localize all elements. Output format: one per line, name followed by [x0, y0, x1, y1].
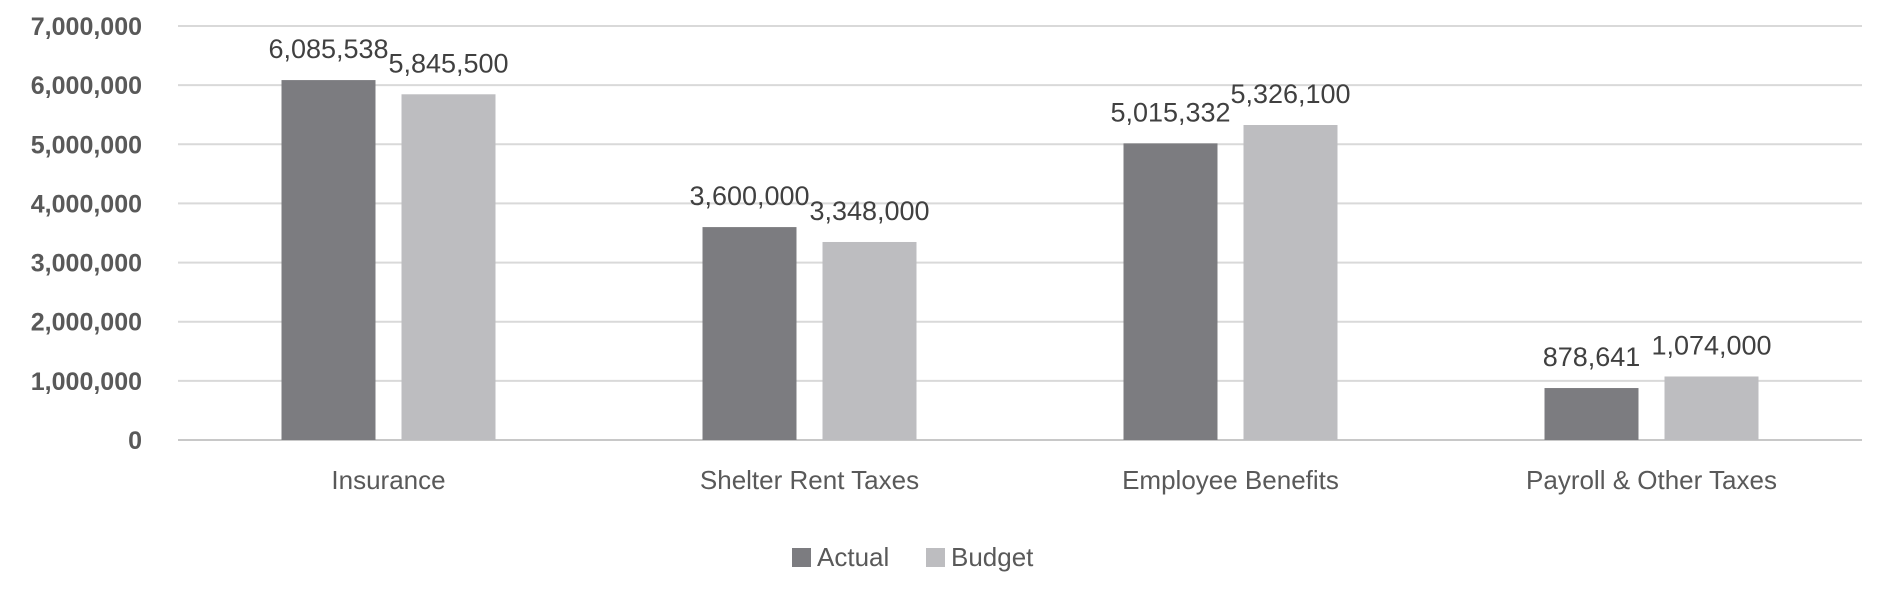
- y-tick-label: 7,000,000: [31, 13, 142, 41]
- data-label-budget: 5,326,100: [1230, 79, 1350, 109]
- data-label-actual: 878,641: [1543, 342, 1641, 372]
- x-tick-label: Insurance: [331, 465, 445, 495]
- data-label-budget: 5,845,500: [388, 48, 508, 78]
- bar-budget-3: [1243, 124, 1338, 440]
- bar-actual-1: [281, 80, 376, 440]
- x-axis: Insurance Shelter Rent Taxes Employee Bene…: [331, 465, 1777, 495]
- data-label-actual: 3,600,000: [689, 181, 809, 211]
- y-tick-label: 0: [128, 427, 142, 455]
- bar-actual-4: [1544, 388, 1639, 440]
- bar-budget-2: [822, 241, 917, 440]
- bar-actual-2: [702, 227, 797, 440]
- bars: [281, 80, 1759, 440]
- y-tick-label: 3,000,000: [31, 250, 142, 278]
- bar-budget-1: [401, 94, 496, 440]
- y-tick-label: 4,000,000: [31, 190, 142, 218]
- x-tick-label: Shelter Rent Taxes: [700, 465, 919, 495]
- y-tick-label: 5,000,000: [31, 131, 142, 159]
- legend-label-budget: Budget: [951, 542, 1034, 572]
- y-tick-label: 1,000,000: [31, 368, 142, 396]
- data-label-actual: 6,085,538: [268, 34, 388, 64]
- bar-budget-4: [1664, 376, 1759, 440]
- legend-swatch-budget: [926, 548, 945, 567]
- data-labels: 6,085,538 5,845,500 3,600,000 3,348,000 5,01…: [268, 34, 1771, 372]
- legend-label-actual: Actual: [817, 542, 889, 572]
- data-label-budget: 1,074,000: [1651, 330, 1771, 360]
- legend: Actual Budget: [792, 542, 1034, 572]
- x-tick-label: Employee Benefits: [1122, 465, 1339, 495]
- y-tick-label: 2,000,000: [31, 309, 142, 337]
- data-label-actual: 5,015,332: [1110, 97, 1230, 127]
- legend-swatch-actual: [792, 548, 811, 567]
- bar-actual-3: [1123, 143, 1218, 440]
- y-axis: 0 1,000,000 2,000,000 3,000,000 4,000,000 5,0…: [31, 13, 142, 455]
- data-label-budget: 3,348,000: [809, 196, 929, 226]
- y-tick-label: 6,000,000: [31, 72, 142, 100]
- x-tick-label: Payroll & Other Taxes: [1526, 465, 1777, 495]
